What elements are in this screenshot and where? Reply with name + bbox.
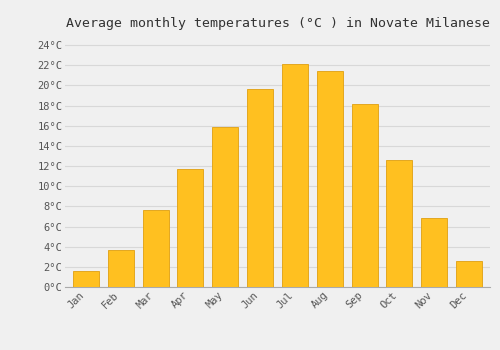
Bar: [212, 127, 238, 287]
Bar: [421, 218, 448, 287]
Bar: [108, 250, 134, 287]
Bar: [178, 169, 204, 287]
Bar: [456, 261, 482, 287]
Bar: [247, 90, 273, 287]
Bar: [142, 210, 169, 287]
Bar: [386, 160, 412, 287]
Bar: [316, 71, 343, 287]
Title: Average monthly temperatures (°C ) in Novate Milanese: Average monthly temperatures (°C ) in No…: [66, 17, 490, 30]
Bar: [352, 104, 378, 287]
Bar: [73, 271, 99, 287]
Bar: [282, 64, 308, 287]
